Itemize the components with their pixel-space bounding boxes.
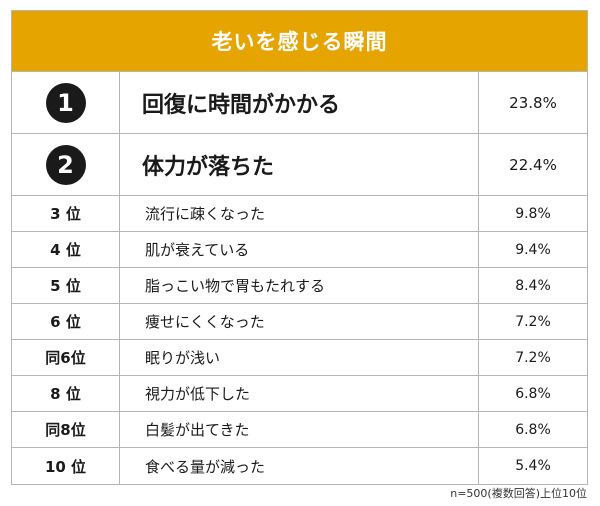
rank-badge: 2 [45, 144, 86, 185]
table-row: 8 位 視力が低下した 6.8% [12, 376, 587, 412]
item-cell: 肌が衰えている [120, 232, 479, 267]
value-cell: 23.8% [509, 93, 557, 112]
item-cell: 食べる量が減った [120, 448, 479, 484]
table-row: 同8位 白髪が出てきた 6.8% [12, 412, 587, 448]
ranking-table: 老いを感じる瞬間 1 回復に時間がかかる 23.8% 2 体力が落ちた 22.4… [11, 10, 588, 485]
item-cell: 脂っこい物で胃もたれする [120, 268, 479, 303]
rank-badge: 1 [45, 82, 86, 123]
item-cell: 視力が低下した [120, 376, 479, 411]
item-cell: 回復に時間がかかる [120, 72, 479, 133]
footnote: n=500(複数回答)上位10位 [450, 487, 587, 500]
item-cell: 流行に疎くなった [120, 196, 479, 231]
rank-cell: 4 位 [12, 232, 120, 267]
table-row: 5 位 脂っこい物で胃もたれする 8.4% [12, 268, 587, 304]
table-row: 同6位 眠りが浅い 7.2% [12, 340, 587, 376]
rank-cell: 2 [12, 134, 120, 195]
item-cell: 体力が落ちた [120, 134, 479, 195]
value-cell: 5.4% [515, 458, 551, 474]
table-row: 10 位 食べる量が減った 5.4% [12, 448, 587, 484]
item-cell: 痩せにくくなった [120, 304, 479, 339]
rank-cell: 5 位 [12, 268, 120, 303]
value-cell: 6.8% [515, 421, 551, 438]
rank-cell: 同8位 [12, 412, 120, 447]
table-row: 1 回復に時間がかかる 23.8% [12, 72, 587, 134]
table-row: 6 位 痩せにくくなった 7.2% [12, 304, 587, 340]
value-cell: 9.8% [515, 205, 551, 222]
table-title: 老いを感じる瞬間 [12, 11, 587, 72]
table-row: 2 体力が落ちた 22.4% [12, 134, 587, 196]
rank-cell: 8 位 [12, 376, 120, 411]
rank-cell: 3 位 [12, 196, 120, 231]
value-cell: 7.2% [515, 349, 551, 366]
rank-cell: 10 位 [12, 448, 120, 484]
value-cell: 22.4% [509, 155, 557, 174]
table-row: 4 位 肌が衰えている 9.4% [12, 232, 587, 268]
value-cell: 8.4% [515, 277, 551, 294]
rank-cell: 6 位 [12, 304, 120, 339]
item-cell: 眠りが浅い [120, 340, 479, 375]
value-cell: 9.4% [515, 241, 551, 258]
table-row: 3 位 流行に疎くなった 9.8% [12, 196, 587, 232]
rank-cell: 1 [12, 72, 120, 133]
value-cell: 6.8% [515, 385, 551, 402]
item-cell: 白髪が出てきた [120, 412, 479, 447]
value-cell: 7.2% [515, 313, 551, 330]
rank-cell: 同6位 [12, 340, 120, 375]
